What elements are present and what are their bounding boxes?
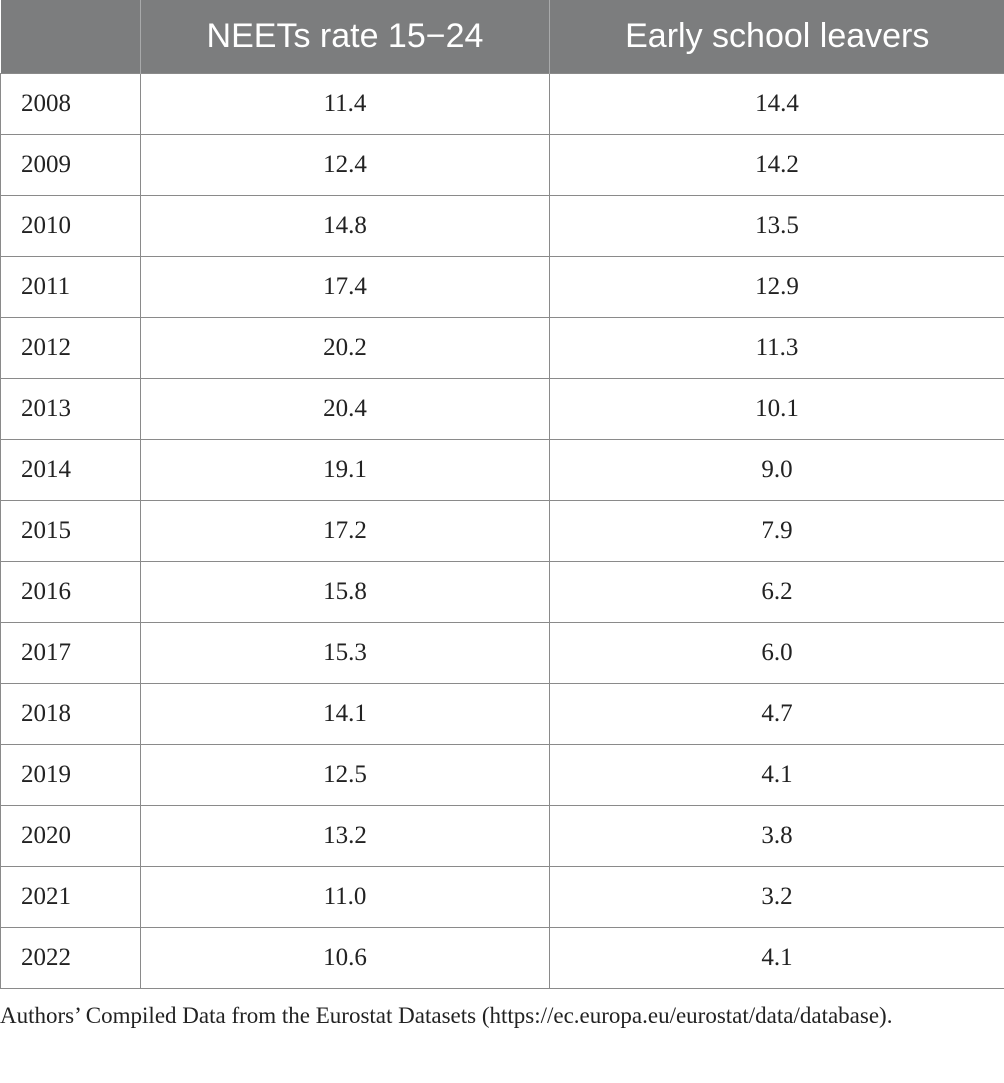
table-row: 2017 15.3 6.0 xyxy=(0,622,1004,684)
neets-rate-cell: 14.8 xyxy=(140,195,550,257)
year-cell: 2018 xyxy=(0,683,141,745)
header-early-school-leavers: Early school leavers xyxy=(549,0,1004,74)
neets-rate-cell: 19.1 xyxy=(140,439,550,501)
data-table: NEETs rate 15−24 Early school leavers 20… xyxy=(0,0,1004,989)
table-source-note: Authors’ Compiled Data from the Eurostat… xyxy=(0,1003,893,1028)
table-row: 2012 20.2 11.3 xyxy=(0,317,1004,379)
neets-rate-cell: 15.8 xyxy=(140,561,550,623)
table-row: 2010 14.8 13.5 xyxy=(0,195,1004,257)
early-school-leavers-cell: 14.4 xyxy=(549,73,1004,135)
year-cell: 2010 xyxy=(0,195,141,257)
table-row: 2009 12.4 14.2 xyxy=(0,134,1004,196)
early-school-leavers-cell: 4.1 xyxy=(549,744,1004,806)
year-cell: 2016 xyxy=(0,561,141,623)
table-row: 2013 20.4 10.1 xyxy=(0,378,1004,440)
early-school-leavers-cell: 6.0 xyxy=(549,622,1004,684)
year-cell: 2014 xyxy=(0,439,141,501)
early-school-leavers-cell: 3.2 xyxy=(549,866,1004,928)
year-cell: 2013 xyxy=(0,378,141,440)
early-school-leavers-cell: 12.9 xyxy=(549,256,1004,318)
neets-rate-cell: 11.0 xyxy=(140,866,550,928)
table-row: 2011 17.4 12.9 xyxy=(0,256,1004,318)
year-cell: 2009 xyxy=(0,134,141,196)
neets-rate-cell: 11.4 xyxy=(140,73,550,135)
table-row: 2014 19.1 9.0 xyxy=(0,439,1004,501)
table-row: 2015 17.2 7.9 xyxy=(0,500,1004,562)
table-header: NEETs rate 15−24 Early school leavers xyxy=(0,0,1004,74)
early-school-leavers-cell: 4.1 xyxy=(549,927,1004,989)
year-cell: 2012 xyxy=(0,317,141,379)
header-row: NEETs rate 15−24 Early school leavers xyxy=(0,0,1004,74)
neets-rate-cell: 20.4 xyxy=(140,378,550,440)
neets-rate-cell: 17.4 xyxy=(140,256,550,318)
neets-rate-cell: 15.3 xyxy=(140,622,550,684)
table-row: 2018 14.1 4.7 xyxy=(0,683,1004,745)
table-row: 2019 12.5 4.1 xyxy=(0,744,1004,806)
year-cell: 2017 xyxy=(0,622,141,684)
neets-rate-cell: 14.1 xyxy=(140,683,550,745)
neets-rate-cell: 13.2 xyxy=(140,805,550,867)
header-neets-rate: NEETs rate 15−24 xyxy=(140,0,550,74)
year-cell: 2019 xyxy=(0,744,141,806)
early-school-leavers-cell: 9.0 xyxy=(549,439,1004,501)
early-school-leavers-cell: 14.2 xyxy=(549,134,1004,196)
early-school-leavers-cell: 4.7 xyxy=(549,683,1004,745)
year-cell: 2015 xyxy=(0,500,141,562)
table-row: 2022 10.6 4.1 xyxy=(0,927,1004,989)
early-school-leavers-cell: 13.5 xyxy=(549,195,1004,257)
neets-rate-cell: 20.2 xyxy=(140,317,550,379)
data-table-container: NEETs rate 15−24 Early school leavers 20… xyxy=(0,0,1004,989)
early-school-leavers-cell: 7.9 xyxy=(549,500,1004,562)
table-row: 2008 11.4 14.4 xyxy=(0,73,1004,135)
year-cell: 2021 xyxy=(0,866,141,928)
neets-rate-cell: 12.4 xyxy=(140,134,550,196)
year-cell: 2008 xyxy=(0,73,141,135)
table-row: 2016 15.8 6.2 xyxy=(0,561,1004,623)
table-row: 2020 13.2 3.8 xyxy=(0,805,1004,867)
year-cell: 2022 xyxy=(0,927,141,989)
year-cell: 2011 xyxy=(0,256,141,318)
early-school-leavers-cell: 10.1 xyxy=(549,378,1004,440)
table-row: 2021 11.0 3.2 xyxy=(0,866,1004,928)
neets-rate-cell: 17.2 xyxy=(140,500,550,562)
year-cell: 2020 xyxy=(0,805,141,867)
early-school-leavers-cell: 11.3 xyxy=(549,317,1004,379)
early-school-leavers-cell: 3.8 xyxy=(549,805,1004,867)
early-school-leavers-cell: 6.2 xyxy=(549,561,1004,623)
neets-rate-cell: 12.5 xyxy=(140,744,550,806)
header-year xyxy=(0,0,141,74)
neets-rate-cell: 10.6 xyxy=(140,927,550,989)
table-body: 2008 11.4 14.4 2009 12.4 14.2 2010 14.8 … xyxy=(0,73,1004,989)
